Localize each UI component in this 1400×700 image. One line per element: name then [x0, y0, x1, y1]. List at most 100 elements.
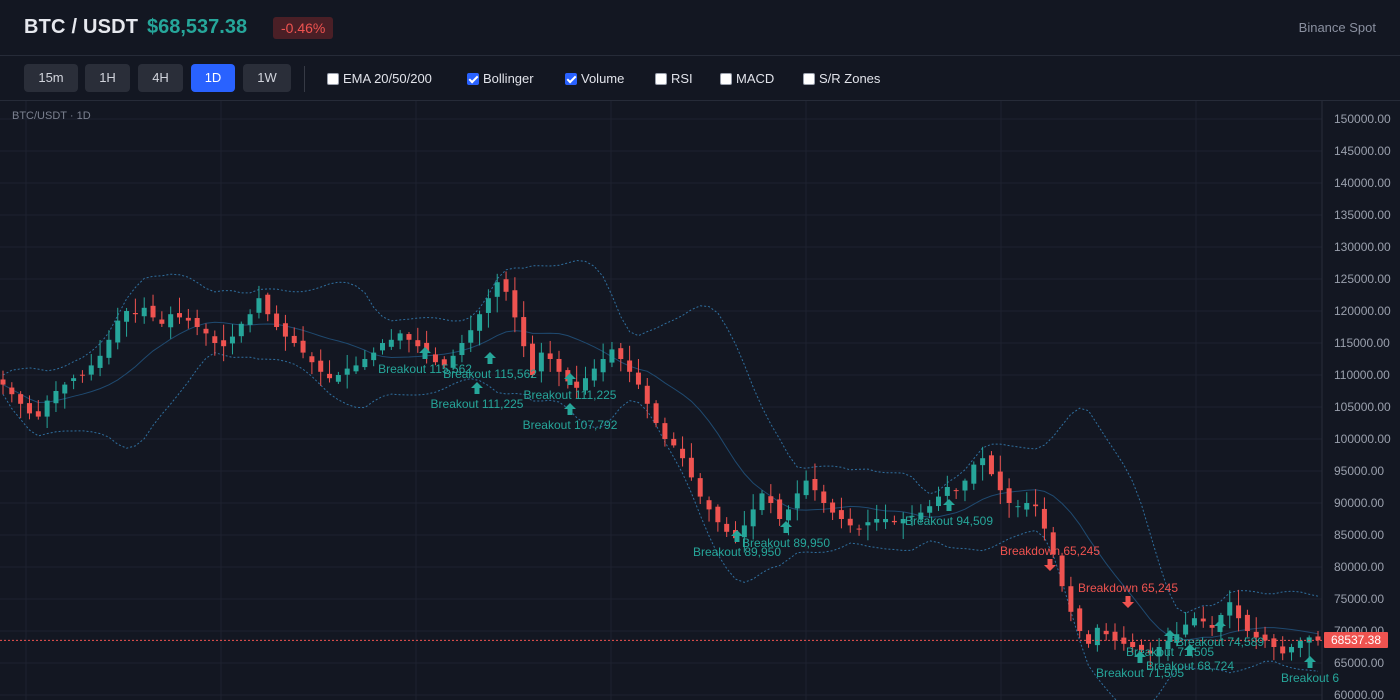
- candle-body: [538, 352, 544, 372]
- timeframe-1d-button[interactable]: 1D: [191, 64, 235, 92]
- ema-checkbox[interactable]: [327, 73, 339, 85]
- candle-body: [1289, 647, 1295, 653]
- timeframe-1w-button[interactable]: 1W: [243, 64, 291, 92]
- candle-body: [1086, 634, 1092, 644]
- candle-body: [327, 373, 333, 379]
- candle-body: [962, 480, 968, 491]
- candlestick-chart[interactable]: 150000.00 145000.00 140000.00 135000.00 1300…: [0, 101, 1400, 700]
- rsi-checkbox[interactable]: [655, 73, 667, 85]
- candle-body: [177, 313, 183, 318]
- candle-body: [150, 305, 156, 318]
- breakout-arrow-icon: [564, 403, 576, 415]
- candle-body: [1103, 630, 1109, 635]
- breakout-arrow-icon: [1164, 630, 1176, 642]
- macd-label: MACD: [736, 71, 775, 86]
- candle-body: [1280, 646, 1286, 654]
- y-tick-label: 85000.00: [1334, 528, 1384, 542]
- pair-title: BTC / USDT: [24, 16, 139, 38]
- candle-body: [900, 519, 906, 524]
- volume-label: Volume: [581, 71, 625, 86]
- candle-body: [1033, 504, 1039, 507]
- candle-body: [953, 490, 959, 492]
- breakout-arrow-icon: [419, 347, 431, 359]
- candle-body: [997, 471, 1003, 491]
- candle-body: [777, 499, 783, 519]
- breakout-arrow-icon: [1304, 656, 1316, 668]
- macd-checkbox[interactable]: [720, 73, 732, 85]
- candle-body: [441, 359, 447, 366]
- bollinger-upper-band: [2, 259, 1319, 614]
- current-price: $68,537.38: [147, 16, 248, 38]
- candle-body: [1174, 634, 1180, 643]
- price-change-badge: -0.46%: [273, 17, 334, 39]
- volume-checkbox[interactable]: [565, 73, 577, 85]
- ema-label: EMA 20/50/200: [343, 71, 432, 86]
- candle-body: [168, 314, 174, 328]
- price-chart[interactable]: 150000.00 145000.00 140000.00 135000.00 1300…: [0, 101, 1400, 700]
- candle-body: [644, 385, 650, 404]
- candle-body: [1165, 640, 1171, 650]
- candle-body: [927, 506, 933, 513]
- candle-body: [379, 343, 385, 351]
- candle-body: [830, 502, 836, 513]
- y-tick-label: 110000.00: [1334, 368, 1390, 382]
- y-tick-label: 90000.00: [1334, 496, 1384, 510]
- candle-body: [503, 279, 509, 292]
- breakout-arrow-icon: [471, 382, 483, 394]
- rsi-label: RSI: [671, 71, 693, 86]
- candle-body: [812, 478, 818, 491]
- candle-body: [1024, 503, 1030, 510]
- candle-body: [1077, 608, 1083, 631]
- candle-body: [627, 360, 633, 372]
- y-tick-label: 60000.00: [1334, 688, 1384, 700]
- candle-body: [1130, 641, 1136, 647]
- breakout-arrow-icon: [1134, 651, 1146, 663]
- candle-body: [9, 387, 15, 395]
- candle-body: [980, 458, 986, 466]
- candle-body: [724, 523, 730, 532]
- candle-body: [750, 509, 756, 527]
- candle-body: [1015, 506, 1021, 508]
- candle-body: [424, 342, 430, 353]
- candle-body: [1191, 618, 1197, 626]
- candle-body: [1156, 647, 1162, 657]
- candle-body: [759, 493, 765, 511]
- signal-label: Breakout 115,562: [443, 367, 537, 381]
- breakout-arrow-icon: [1214, 620, 1226, 632]
- exchange-label: Binance Spot: [1298, 20, 1376, 35]
- candle-body: [1059, 555, 1065, 587]
- signal-label: Breakout 68,724: [1146, 659, 1234, 673]
- candle-body: [785, 509, 791, 521]
- timeframe-15m-button[interactable]: 15m: [24, 64, 78, 92]
- timeframe-4h-button[interactable]: 4H: [138, 64, 183, 92]
- y-tick-label: 75000.00: [1334, 592, 1384, 606]
- bollinger-checkbox[interactable]: [467, 73, 479, 85]
- candle-body: [229, 336, 235, 344]
- y-tick-label: 135000.00: [1334, 208, 1391, 222]
- breakout-arrow-icon: [564, 373, 576, 385]
- candle-body: [212, 336, 218, 343]
- candle-body: [971, 464, 977, 484]
- candle-body: [865, 522, 871, 526]
- candle-body: [530, 343, 536, 375]
- candle-body: [547, 353, 553, 359]
- y-tick-label: 95000.00: [1334, 464, 1384, 478]
- candle-body: [1200, 618, 1206, 622]
- candle-body: [106, 339, 112, 358]
- candle-body: [574, 381, 580, 388]
- candle-body: [132, 313, 138, 315]
- candle-body: [1183, 624, 1189, 635]
- candle-body: [1050, 532, 1056, 555]
- candle-body: [71, 378, 77, 381]
- chart-watermark: BTC/USDT · 1D: [12, 110, 91, 122]
- signal-label: Breakdown 65,245: [1078, 581, 1178, 595]
- candle-body: [371, 352, 377, 361]
- candle-body: [79, 374, 85, 376]
- sr-zones-checkbox[interactable]: [803, 73, 815, 85]
- candle-body: [1244, 614, 1250, 631]
- candle-body: [1006, 488, 1012, 503]
- timeframe-1h-button[interactable]: 1H: [85, 64, 130, 92]
- candle-body: [1236, 605, 1242, 619]
- candle-body: [803, 480, 809, 496]
- candle-body: [477, 314, 483, 331]
